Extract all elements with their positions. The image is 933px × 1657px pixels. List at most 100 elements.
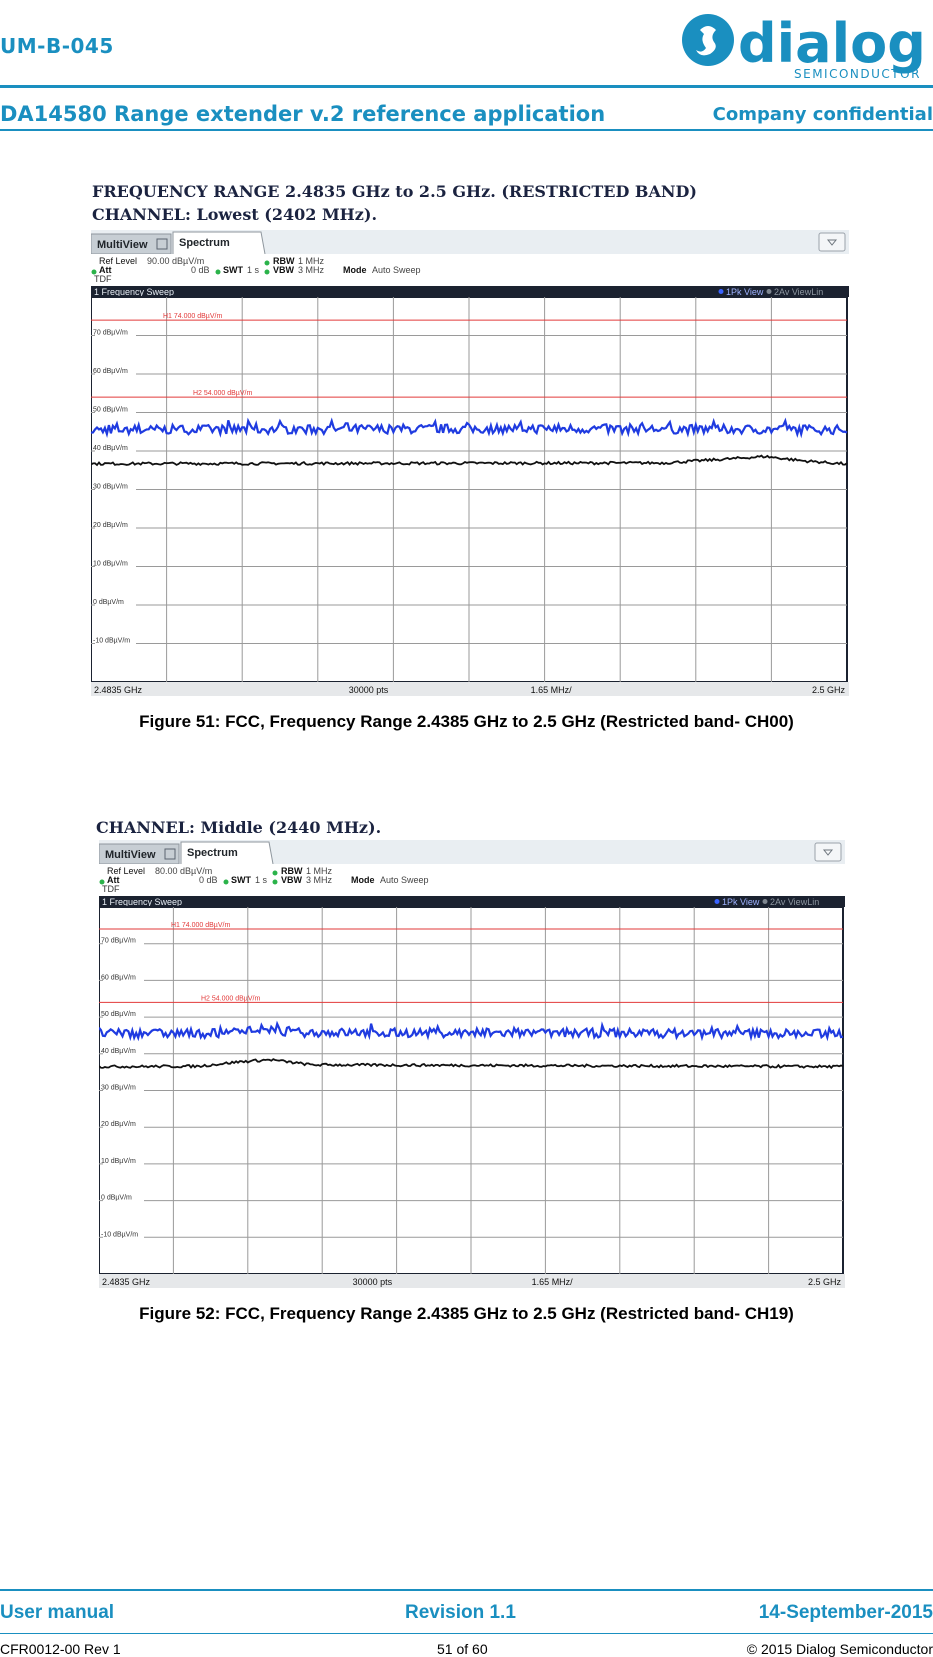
sweep-points: 30000 pts [349, 685, 389, 695]
limit-line-label: H1 74.000 dBµV/m [163, 313, 222, 320]
range-title: FREQUENCY RANGE 2.4835 GHz to 2.5 GHz. (… [92, 182, 697, 201]
y-tick-label: 10 dBµV/m [93, 561, 128, 568]
footer-page-number: 51 of 60 [437, 1641, 488, 1657]
figure-caption-2: Figure 52: FCC, Frequency Range 2.4385 G… [139, 1304, 794, 1323]
window-title: 1 Frequency Sweep [94, 287, 174, 297]
tab-spectrum-label: Spectrum [187, 847, 238, 859]
y-tick-label: 10 dBµV/m [101, 1158, 136, 1165]
tdf-label: TDF [102, 884, 120, 894]
sweep-points: 30000 pts [353, 1277, 393, 1287]
header-rule-2 [0, 129, 933, 131]
swt-value: 1 s [255, 875, 268, 885]
vbw-label: VBW [273, 265, 295, 275]
trace-1-line [98, 1020, 844, 1042]
vbw-label: VBW [281, 875, 303, 885]
mode-value: Auto Sweep [372, 265, 421, 275]
footer-rule-2 [0, 1633, 933, 1634]
footer-date: 14-September-2015 [758, 1602, 933, 1623]
tab-spectrum [172, 231, 266, 255]
y-tick-label: 60 dBµV/m [101, 974, 136, 981]
tdf-label: TDF [94, 274, 112, 284]
start-frequency: 2.4835 GHz [102, 1277, 151, 1287]
rbw-value: 1 MHz [298, 256, 325, 266]
ref-level-label: Ref Level [107, 866, 145, 876]
grid-icon [164, 848, 176, 860]
y-tick-label: 40 dBµV/m [101, 1048, 136, 1055]
window-titlebar [99, 896, 845, 907]
y-tick-label: 0 dBµV/m [93, 599, 124, 606]
channel-title: CHANNEL: Lowest (2402 MHz). [92, 205, 378, 224]
spectrum-analyzer-screenshot-2: MultiView Spectrum Ref Level 80.00 dBµV/m At… [98, 840, 845, 1288]
dialog-logo: dialog SEMICONDUCTOR [682, 12, 926, 81]
y-tick-label: 20 dBµV/m [101, 1121, 136, 1128]
window-titlebar [91, 286, 849, 297]
mode-label: Mode [351, 875, 375, 885]
status-bar [99, 1274, 845, 1288]
chevron-down-icon [826, 239, 838, 246]
swt-value: 1 s [247, 265, 260, 275]
trace-2-line [98, 1058, 844, 1070]
y-tick-label: -10 dBµV/m [101, 1231, 138, 1238]
trace-1-icon [718, 289, 724, 294]
ref-level-value: 80.00 dBµV/m [155, 866, 212, 876]
chevron-down-icon [822, 849, 834, 856]
y-tick-label: 50 dBµV/m [93, 407, 128, 414]
footer-form-ref: CFR0012-00 Rev 1 [0, 1641, 121, 1657]
footer-doc-type: User manual [0, 1602, 115, 1623]
svg-text:dialog: dialog [738, 12, 926, 75]
spectrum-svg: MultiView Spectrum Ref Level 80.00 dBµV/m At… [98, 840, 845, 1288]
confidentiality-label: Company confidential [712, 104, 933, 125]
figure-caption-1: Figure 51: FCC, Frequency Range 2.4385 G… [139, 712, 794, 731]
y-tick-label: 20 dBµV/m [93, 522, 128, 529]
trace-legend-1: 1Pk View [726, 287, 764, 297]
rbw-value: 1 MHz [306, 866, 333, 876]
span-per-division: 1.65 MHz/ [532, 1277, 574, 1287]
att-label: Att [107, 875, 120, 885]
settings-panel [99, 864, 845, 896]
tab-spectrum [180, 841, 274, 865]
span-per-division: 1.65 MHz/ [531, 685, 573, 695]
channel-title: CHANNEL: Middle (2440 MHz). [96, 818, 382, 837]
att-label: Att [99, 265, 112, 275]
status-dot-icon [264, 269, 270, 275]
trace-2-icon [762, 899, 768, 904]
y-tick-label: 70 dBµV/m [101, 938, 136, 945]
dropdown-button [814, 842, 842, 862]
ref-level-label: Ref Level [99, 256, 137, 266]
trace-legend-2: 2Av ViewLin [774, 287, 823, 297]
spectrum-svg: MultiView Spectrum Ref Level 90.00 dBµV/m At… [90, 230, 849, 696]
status-dot-icon [264, 260, 270, 266]
vbw-value: 3 MHz [306, 875, 333, 885]
trace-legend-1: 1Pk View [722, 897, 760, 907]
status-dot-icon [99, 879, 105, 885]
trace-2-line [90, 454, 848, 467]
document-id: UM-B-045 [0, 34, 114, 58]
grid-icon [156, 238, 168, 250]
ref-level-value: 90.00 dBµV/m [147, 256, 204, 266]
y-tick-label: 30 dBµV/m [93, 484, 128, 491]
stop-frequency: 2.5 GHz [812, 685, 846, 695]
dropdown-button [818, 232, 846, 252]
tab-multiview-label: MultiView [105, 849, 156, 861]
status-dot-icon [91, 269, 97, 275]
att-value: 0 dB [191, 265, 210, 275]
y-tick-label: -10 dBµV/m [93, 638, 130, 645]
limit-line-label: H2 54.000 dBµV/m [193, 390, 252, 397]
trace-legend-2: 2Av ViewLin [770, 897, 819, 907]
status-dot-icon [272, 879, 278, 885]
mode-value: Auto Sweep [380, 875, 429, 885]
y-tick-label: 60 dBµV/m [93, 368, 128, 375]
footer-rule [0, 1589, 933, 1591]
status-dot-icon [272, 870, 278, 876]
y-tick-label: 30 dBµV/m [101, 1085, 136, 1092]
y-tick-label: 0 dBµV/m [101, 1195, 132, 1202]
header-rule [0, 85, 933, 88]
att-value: 0 dB [199, 875, 218, 885]
status-dot-icon [223, 879, 229, 885]
swt-label: SWT [223, 265, 243, 275]
status-bar [91, 682, 849, 696]
footer-revision: Revision 1.1 [405, 1602, 516, 1623]
tab-multiview-label: MultiView [97, 239, 148, 251]
y-tick-label: 40 dBµV/m [93, 445, 128, 452]
trace-2-icon [766, 289, 772, 294]
